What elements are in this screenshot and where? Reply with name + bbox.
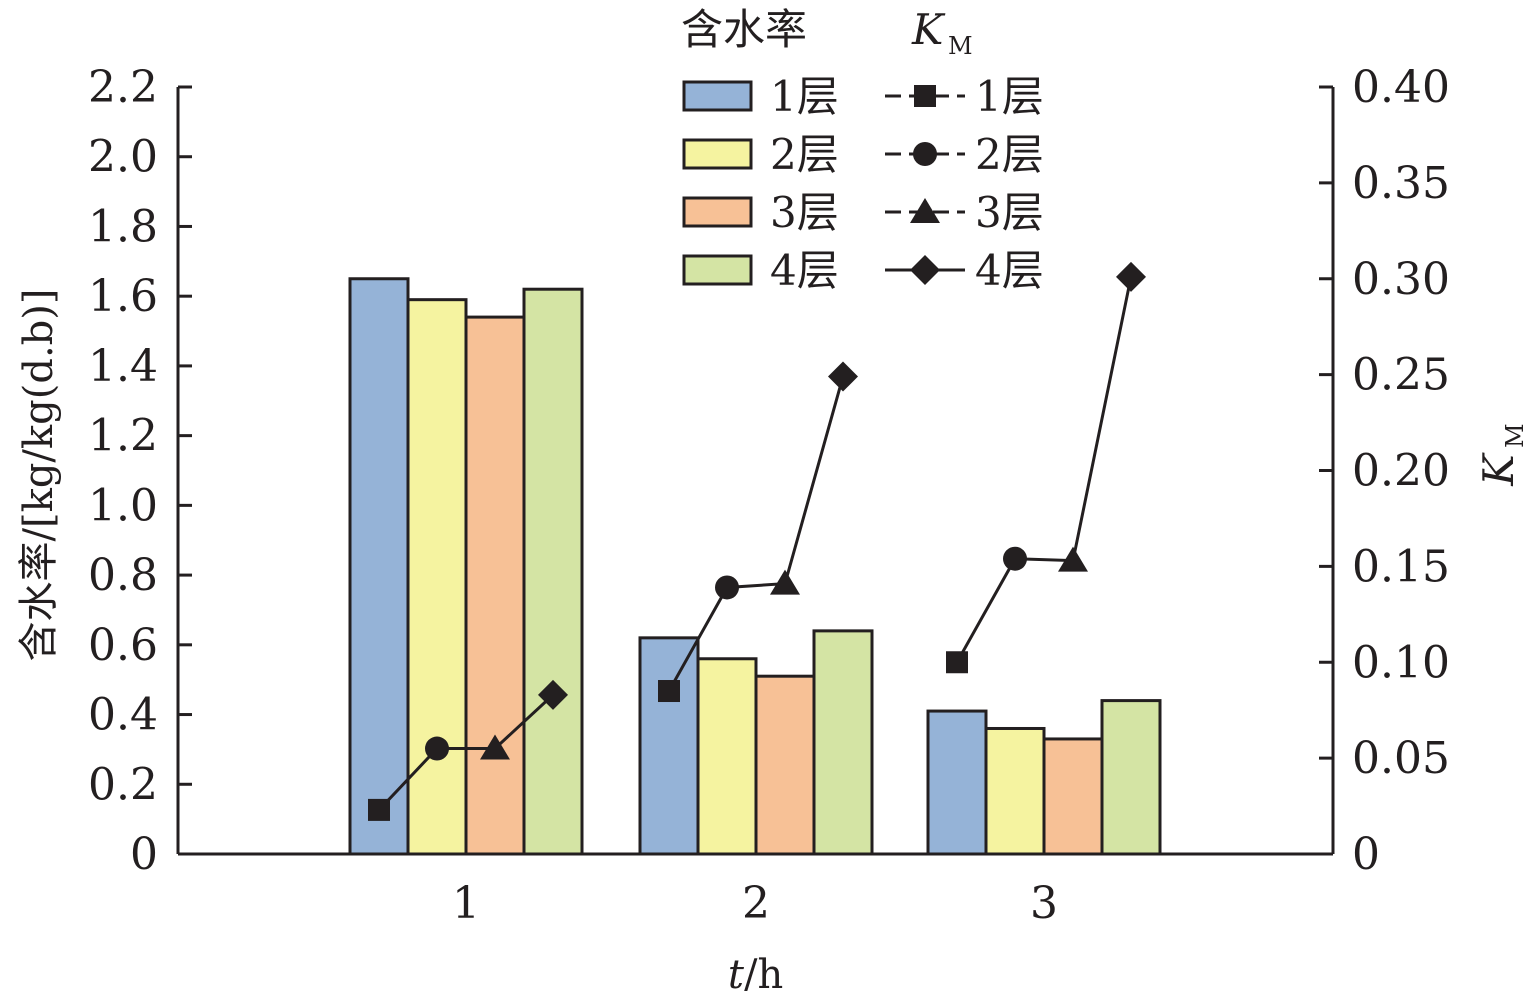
- x-axis-label-unit: /h: [744, 952, 783, 991]
- legend-line-marker-4: [910, 255, 940, 285]
- km-point-1-1: [368, 798, 390, 821]
- bar-2-1: [406, 298, 468, 856]
- legend-line-marker-2: [913, 142, 937, 166]
- y-tick-label-left-10: 2.0: [88, 132, 158, 183]
- legend-bar-swatch-3: [682, 196, 753, 228]
- legend-bar-label-2: 2层: [770, 130, 839, 179]
- legend-line-label-1: 1层: [975, 72, 1044, 121]
- km-point-4-3: [1116, 261, 1146, 292]
- bar-layer: [348, 277, 1162, 856]
- km-line-group-1: [377, 693, 555, 811]
- bar-3-2: [754, 674, 816, 856]
- legend-line-label-3: 3层: [975, 188, 1044, 237]
- y-tick-label-right-6: 0.30: [1352, 254, 1450, 305]
- km-point-3-2: [770, 569, 800, 595]
- legend-bar-swatch-1: [682, 80, 753, 112]
- y-tick-label-left-0: 0: [130, 829, 158, 880]
- line-layer: [368, 261, 1146, 821]
- y-axis-label-right-main: K: [1474, 452, 1523, 487]
- km-point-2-3: [1003, 546, 1027, 571]
- x-tick-label-2: 2: [742, 878, 770, 929]
- bar-2-2: [696, 657, 758, 856]
- km-point-1-2: [658, 680, 680, 703]
- bar-1-2: [638, 636, 700, 856]
- bar-1-3: [926, 709, 988, 856]
- legend-bar-label-3: 3层: [770, 188, 839, 237]
- y-tick-label-right-2: 0.10: [1352, 637, 1450, 688]
- y-tick-label-left-1: 0.2: [88, 759, 158, 810]
- y-tick-label-right-5: 0.25: [1352, 350, 1450, 401]
- y-tick-label-right-0: 0: [1352, 829, 1380, 880]
- y-axis-label-left: 含水率/[kg/kg(d.b)]: [16, 289, 62, 662]
- km-point-2-1: [425, 736, 449, 761]
- y-tick-label-left-4: 0.8: [88, 550, 158, 601]
- legend-bar-label-1: 1层: [770, 72, 839, 121]
- bar-4-2: [812, 629, 874, 856]
- bar-4-3: [1100, 699, 1162, 856]
- y-tick-label-right-7: 0.35: [1352, 158, 1450, 209]
- legend-bar-label-4: 4层: [770, 246, 839, 295]
- legend: 含水率 K M 1层 2层 3层 4层 1层 2层 3层 4层: [681, 5, 1044, 295]
- bar-2-3: [984, 726, 1046, 856]
- bar-1-1: [348, 277, 410, 856]
- y-tick-label-right-4: 0.20: [1352, 446, 1450, 497]
- legend-line-title-sub: M: [948, 32, 973, 60]
- y-tick-label-left-3: 0.6: [88, 620, 158, 671]
- y-axis-label-right-sub: M: [1501, 423, 1529, 448]
- y-tick-label-left-5: 1.0: [88, 480, 158, 531]
- x-axis-label-italic: t: [728, 952, 745, 991]
- km-line-group-3: [955, 276, 1133, 663]
- km-point-3-3: [1058, 546, 1088, 572]
- y-tick-label-left-6: 1.2: [88, 411, 158, 462]
- km-point-1-3: [946, 651, 968, 674]
- y-tick-label-left-11: 2.2: [88, 62, 158, 113]
- km-point-4-1: [538, 679, 568, 710]
- km-point-3-1: [480, 734, 510, 760]
- y-tick-label-right-1: 0.05: [1352, 733, 1450, 784]
- bar-4-1: [522, 287, 584, 856]
- legend-line-label-4: 4层: [975, 246, 1044, 295]
- y-tick-label-right-8: 0.40: [1352, 62, 1450, 113]
- legend-bar-title: 含水率: [681, 5, 807, 54]
- y-tick-label-left-8: 1.6: [88, 271, 158, 322]
- km-point-4-2: [828, 361, 858, 392]
- axes-layer: 0 0.2 0.4 0.6 0.8 1.0 1.2 1.4 1.6 1.8 2.0 2.2 0 0.05 0…: [88, 62, 1450, 929]
- legend-line-label-2: 2层: [975, 130, 1044, 179]
- x-tick-label-1: 1: [452, 878, 480, 929]
- x-tick-label-3: 3: [1030, 878, 1058, 929]
- km-point-2-2: [715, 575, 739, 600]
- y-tick-label-left-7: 1.4: [88, 341, 158, 392]
- y-tick-label-left-2: 0.4: [88, 690, 158, 741]
- legend-line-marker-1: [914, 85, 936, 107]
- legend-line-marker-3: [910, 198, 940, 223]
- legend-bar-swatch-4: [682, 254, 753, 286]
- bar-3-3: [1042, 737, 1104, 856]
- legend-bar-swatch-2: [682, 138, 753, 170]
- y-tick-label-left-9: 1.8: [88, 201, 158, 252]
- km-line-group-2: [667, 376, 845, 692]
- bar-3-1: [464, 315, 526, 856]
- y-tick-label-right-3: 0.15: [1352, 541, 1450, 592]
- legend-line-title-main: K: [911, 5, 946, 54]
- y-axis-label-right: K M: [1474, 423, 1529, 486]
